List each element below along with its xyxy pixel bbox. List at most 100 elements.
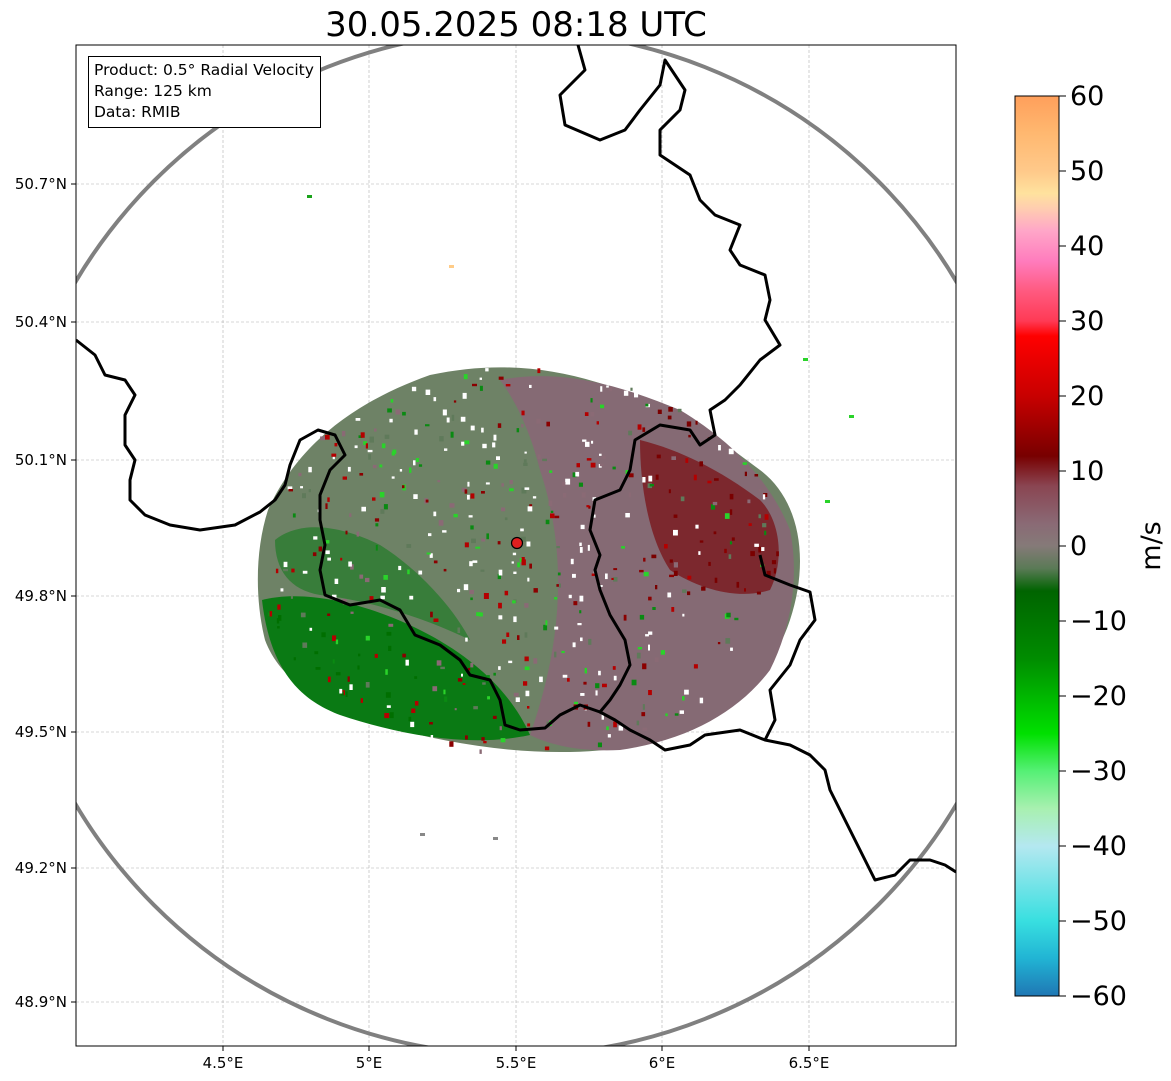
- echo-speckle: [506, 632, 510, 637]
- echo-strong-inbound-region: [262, 596, 530, 741]
- echo-speckle: [648, 644, 650, 651]
- echo-speckle: [442, 409, 447, 416]
- echo-speckle: [572, 642, 576, 648]
- echo-speckle: [630, 387, 633, 391]
- echo-speckle: [388, 645, 392, 651]
- echo-speckle: [726, 612, 731, 618]
- radar-site-marker[interactable]: [510, 536, 524, 550]
- echo-speckle: [532, 496, 537, 499]
- y-tick-label: 49.8°N: [15, 587, 67, 605]
- x-tick-label: 5.5°E: [496, 1054, 537, 1072]
- echo-speckle: [764, 514, 769, 520]
- echo-speckle: [602, 683, 607, 688]
- echo-speckle: [557, 572, 561, 576]
- echo-speckle: [587, 721, 591, 727]
- echo-speckle: [368, 454, 371, 460]
- echo-speckle: [588, 638, 592, 645]
- echo-speckle: [374, 518, 380, 522]
- echo-speckle: [613, 577, 618, 582]
- echo-speckle: [411, 386, 417, 392]
- echo-speckle: [729, 509, 733, 515]
- echo-speckle: [699, 697, 704, 704]
- echo-speckle: [433, 560, 438, 564]
- echo-speckle: [548, 500, 553, 506]
- echo-speckle: [485, 368, 489, 372]
- echo-speckle: [642, 704, 645, 710]
- echo-speckle: [499, 726, 502, 731]
- echo-speckle: [365, 682, 370, 688]
- echo-speckle: [595, 683, 600, 689]
- echo-speckle: [500, 738, 506, 743]
- echo-speckle: [399, 469, 403, 472]
- echo-speckle: [367, 449, 373, 453]
- echo-speckle: [467, 481, 470, 487]
- echo-speckle: [381, 443, 386, 449]
- echo-speckle: [358, 653, 361, 657]
- echo-strong-outbound-core: [640, 440, 779, 594]
- echo-speckle: [537, 368, 541, 374]
- echo-speckle: [517, 562, 520, 568]
- echo-speckle: [312, 552, 317, 557]
- echo-speckle: [695, 420, 698, 425]
- echo-speckle: [287, 486, 293, 490]
- echo-speckle: [402, 653, 406, 658]
- x-tick-label: 6.5°E: [789, 1054, 830, 1072]
- echo-speckle: [487, 696, 490, 700]
- echo-speckle: [432, 686, 438, 692]
- echo-speckle: [385, 669, 388, 675]
- echo-speckle: [533, 588, 538, 593]
- echo-speckle: [565, 478, 571, 485]
- echo-speckle: [365, 577, 370, 583]
- echo-speckle: [573, 701, 578, 705]
- echo-speckle: [369, 596, 374, 602]
- echo-speckle: [693, 474, 697, 481]
- echo-speckle: [341, 431, 346, 437]
- isolated-echo: [493, 837, 498, 840]
- echo-speckle: [523, 681, 528, 686]
- echo-speckle: [472, 560, 478, 563]
- echo-speckle: [381, 587, 386, 593]
- echo-speckle: [438, 520, 444, 526]
- echo-speckle: [645, 403, 649, 407]
- echo-speckle: [590, 412, 595, 417]
- echo-speckle: [482, 682, 486, 685]
- echo-speckle: [509, 488, 514, 492]
- map-panel[interactable]: [4, 31, 1028, 1055]
- echo-speckle: [527, 706, 530, 709]
- isolated-echo: [825, 500, 830, 503]
- echo-speckle: [425, 499, 429, 503]
- echo-speckle: [469, 589, 474, 595]
- echo-speckle: [450, 431, 454, 438]
- echo-speckle: [380, 509, 385, 514]
- echo-speckle: [529, 563, 532, 569]
- product-line: Product: 0.5° Radial Velocity: [94, 61, 314, 79]
- echo-speckle: [527, 577, 530, 582]
- colorbar-unit-label: m/s: [1136, 521, 1167, 570]
- echo-speckle: [504, 517, 508, 521]
- echo-speckle: [580, 693, 585, 696]
- echo-speckle: [529, 384, 532, 388]
- echo-speckle: [656, 454, 661, 459]
- echo-speckle: [649, 484, 654, 487]
- echo-speckle: [413, 460, 416, 466]
- colorbar-tick-label: 20: [1070, 381, 1104, 412]
- echo-speckle: [379, 464, 383, 468]
- echo-speckle: [664, 544, 668, 549]
- echo-speckle: [766, 570, 771, 577]
- echo-speckle: [308, 489, 311, 493]
- echo-speckle: [439, 436, 444, 442]
- echo-speckle: [762, 494, 766, 500]
- echo-speckle: [436, 660, 442, 666]
- echo-speckle: [646, 425, 651, 430]
- echo-speckle: [580, 524, 585, 530]
- echo-speckle: [498, 602, 502, 609]
- echo-speckle: [334, 578, 339, 584]
- echo-speckle: [554, 515, 560, 519]
- echo-speckle: [636, 720, 640, 726]
- echo-speckle: [711, 504, 716, 510]
- map-title: 30.05.2025 08:18 UTC: [325, 5, 707, 45]
- echo-speckle: [476, 612, 481, 617]
- isolated-echo: [449, 265, 454, 268]
- echo-speckle: [461, 673, 463, 677]
- echo-speckle: [457, 627, 461, 633]
